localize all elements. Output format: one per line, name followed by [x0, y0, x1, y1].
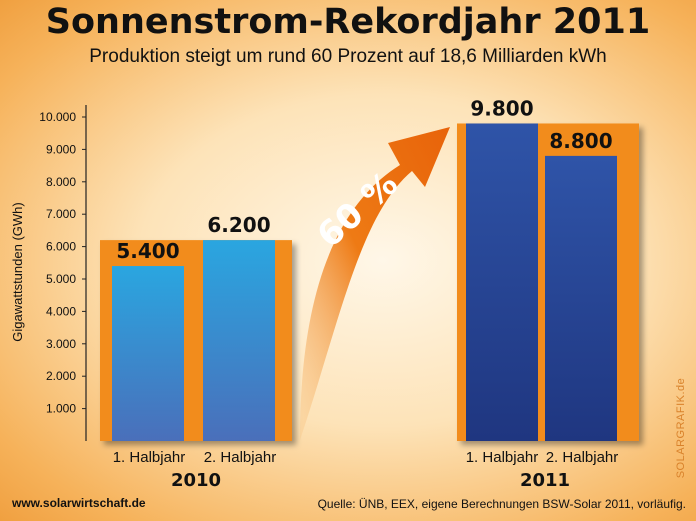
data-label-2010-2: 6.200 [207, 213, 270, 237]
category-label: 1. Halbjahr [466, 449, 539, 466]
y-tick-label: 1.000 [46, 402, 76, 416]
bar-2011-2 [545, 155, 617, 441]
group-label-2011: 2011 [520, 470, 570, 491]
bar-2011-1 [466, 123, 538, 441]
chart-title: Sonnenstrom-Rekordjahr 2011 [45, 2, 651, 42]
group-label-2010: 2010 [171, 470, 221, 491]
chart-subtitle: Produktion steigt um rund 60 Prozent auf… [89, 46, 607, 67]
y-tick-label: 7.000 [46, 207, 76, 221]
y-tick-label: 5.000 [46, 272, 76, 286]
bar-2010-2 [203, 240, 275, 441]
bar-2010-1 [112, 266, 184, 441]
source-note: Quelle: ÜNB, EEX, eigene Berechnungen BS… [317, 497, 686, 511]
y-tick-label: 10.000 [39, 110, 76, 124]
y-tick-label: 8.000 [46, 175, 76, 189]
y-tick-label: 6.000 [46, 240, 76, 254]
data-label-2010-1: 5.400 [116, 239, 179, 263]
y-tick-label: 4.000 [46, 304, 76, 318]
category-label: 1. Halbjahr [113, 449, 186, 466]
y-tick-label: 3.000 [46, 337, 76, 351]
growth-arrow [300, 127, 450, 440]
data-label-2011-2: 8.800 [549, 129, 612, 153]
category-label: 2. Halbjahr [204, 449, 277, 466]
y-tick-label: 9.000 [46, 142, 76, 156]
website-link[interactable]: www.solarwirtschaft.de [12, 496, 146, 510]
y-tick-label: 2.000 [46, 369, 76, 383]
category-label: 2. Halbjahr [546, 449, 619, 466]
data-label-2011-1: 9.800 [470, 96, 533, 120]
watermark: SOLARGRAFIK.de [675, 377, 687, 479]
